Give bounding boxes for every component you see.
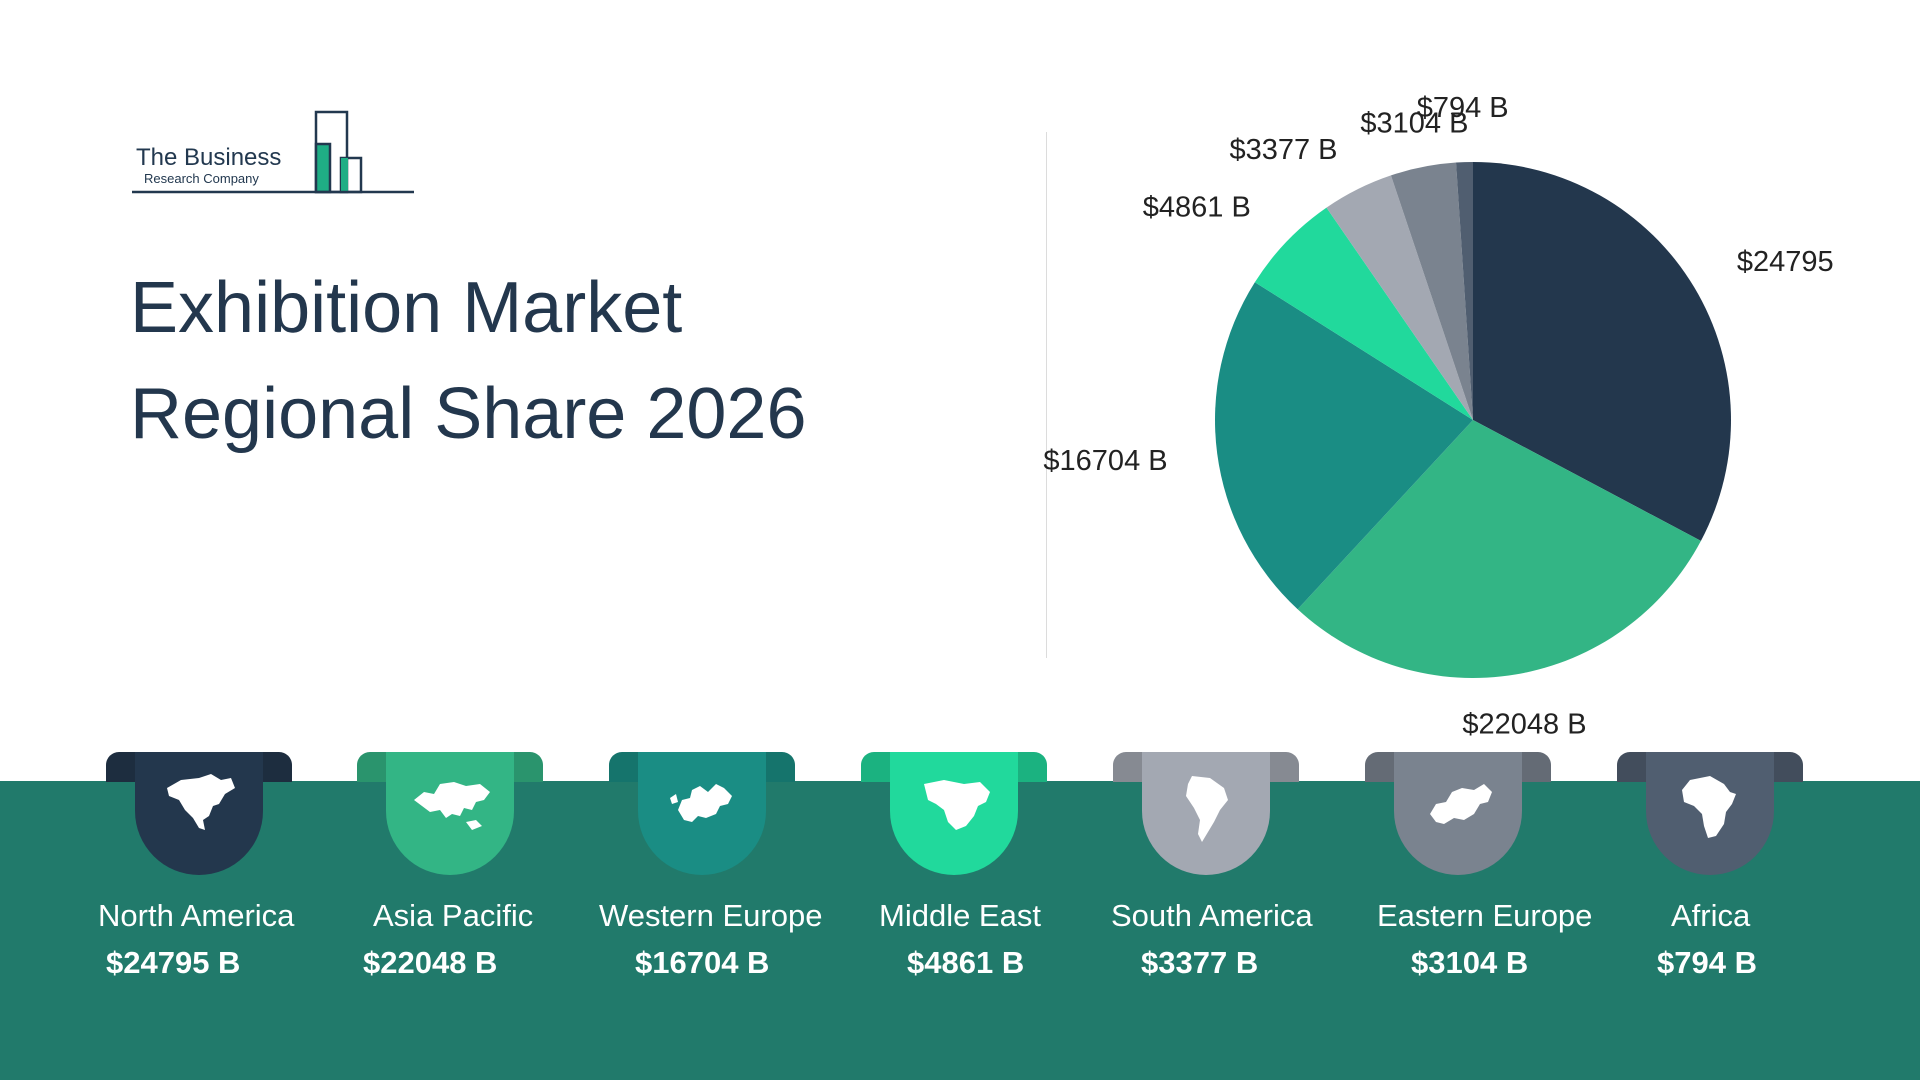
pie-slice-africa (1456, 162, 1473, 420)
region-badge (1646, 752, 1774, 875)
south-america-map-icon (1186, 776, 1228, 842)
region-badge (1394, 752, 1522, 875)
company-logo: The Business Research Company (132, 108, 422, 198)
region-badge (638, 752, 766, 875)
region-badge (135, 752, 263, 875)
western-europe-map-icon (670, 784, 732, 822)
region-western-europe: Western Europe $16704 B (599, 752, 839, 992)
region-africa: Africa $794 B (1617, 752, 1847, 992)
title-line-2: Regional Share 2026 (130, 374, 807, 454)
region-badge (890, 752, 1018, 875)
pie-slice-western-europe (1215, 282, 1473, 610)
pie-chart: $24795 B $22048 B $16704 B $4861 B $3377 B $3… (1043, 92, 1840, 740)
region-name: South America (1111, 898, 1313, 933)
title-line-1: Exhibition Market (130, 268, 683, 348)
north-america-map-icon (167, 774, 235, 830)
region-name: North America (98, 898, 295, 933)
region-value: $22048 B (363, 945, 498, 980)
pie-slice-middle-east (1254, 207, 1473, 420)
logo-buildings-icon (132, 110, 414, 194)
pie-label-western-europe: $16704 B (1043, 445, 1167, 477)
region-middle-east: Middle East $4861 B (861, 752, 1091, 992)
pie-label-asia-pacific: $22048 B (1462, 709, 1586, 740)
pie-slice-eastern-europe (1390, 162, 1473, 420)
pie-label-south-america: $3377 B (1229, 134, 1337, 166)
region-name: Western Europe (599, 898, 823, 933)
divider (1046, 132, 1047, 658)
region-name: Africa (1671, 898, 1751, 933)
region-name: Middle East (879, 898, 1041, 933)
eastern-europe-map-icon (1430, 784, 1492, 824)
pie-label-eastern-europe: $3104 B (1360, 108, 1468, 140)
region-name: Eastern Europe (1377, 898, 1593, 933)
pie-label-middle-east: $4861 B (1143, 192, 1251, 224)
pie-label-africa: $794 B (1417, 92, 1509, 124)
region-value: $794 B (1657, 945, 1757, 980)
region-value: $16704 B (635, 945, 770, 980)
pie-slice-north-america (1473, 162, 1731, 541)
pie-slices (1215, 162, 1731, 678)
region-south-america: South America $3377 B (1111, 752, 1343, 992)
asia-pacific-map-icon (414, 782, 490, 830)
pie-slice-asia-pacific (1297, 420, 1701, 678)
pie-slice-south-america (1326, 175, 1473, 420)
region-eastern-europe: Eastern Europe $3104 B (1365, 752, 1595, 992)
region-value: $4861 B (907, 945, 1025, 980)
region-value: $24795 B (106, 945, 241, 980)
region-value: $3377 B (1141, 945, 1259, 980)
region-name: Asia Pacific (373, 898, 534, 933)
page-title: Exhibition Market Regional Share 2026 (130, 255, 807, 467)
logo-tagline: Research Company (144, 171, 259, 186)
logo-name: The Business (136, 144, 282, 171)
region-value: $3104 B (1411, 945, 1529, 980)
africa-map-icon (1682, 776, 1736, 838)
middle-east-map-icon (924, 780, 990, 830)
pie-labels: $24795 B $22048 B $16704 B $4861 B $3377 B $3… (1043, 92, 1840, 740)
region-badge (1142, 752, 1270, 875)
pie-label-north-america: $24795 B (1737, 246, 1840, 278)
region-asia-pacific: Asia Pacific $22048 B (357, 752, 587, 992)
region-badge (386, 752, 514, 875)
region-north-america: North America $24795 B (98, 752, 336, 992)
